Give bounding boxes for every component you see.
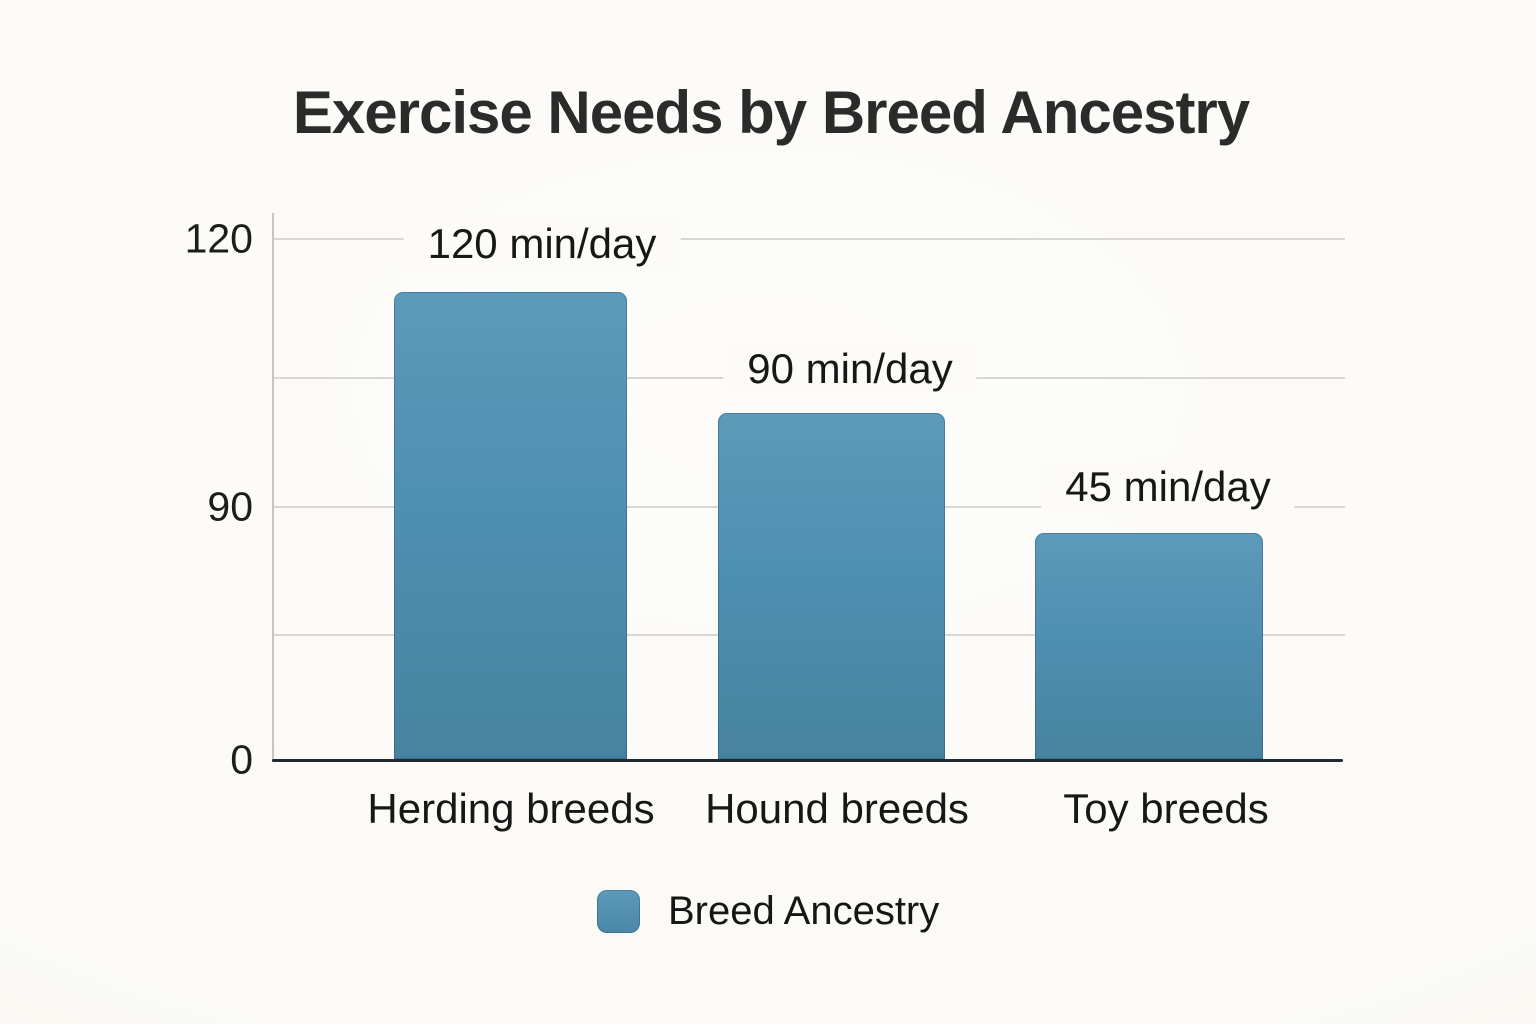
gridline: [274, 238, 1345, 240]
bar-value-label: 90 min/day: [723, 342, 977, 396]
x-axis-line: [272, 759, 1343, 762]
x-category-label: Hound breeds: [705, 785, 969, 832]
bar-1: [718, 413, 945, 759]
bar-value-label: 45 min/day: [1041, 460, 1295, 514]
y-tick-label: 0: [230, 736, 253, 783]
bar-value-label: 120 min/day: [403, 217, 681, 271]
bar-2: [1035, 533, 1263, 759]
legend: Breed Ancestry: [597, 890, 939, 933]
legend-swatch-icon: [597, 890, 640, 933]
y-axis-line: [272, 213, 274, 762]
y-tick-label: 90: [207, 483, 253, 530]
chart-title: Exercise Needs by Breed Ancestry: [292, 79, 1250, 146]
x-category-label: Herding breeds: [367, 785, 655, 832]
legend-label: Breed Ancestry: [668, 888, 940, 933]
x-category-label: Toy breeds: [1063, 785, 1269, 832]
y-tick-label: 120: [184, 215, 253, 262]
bar-0: [394, 292, 627, 759]
